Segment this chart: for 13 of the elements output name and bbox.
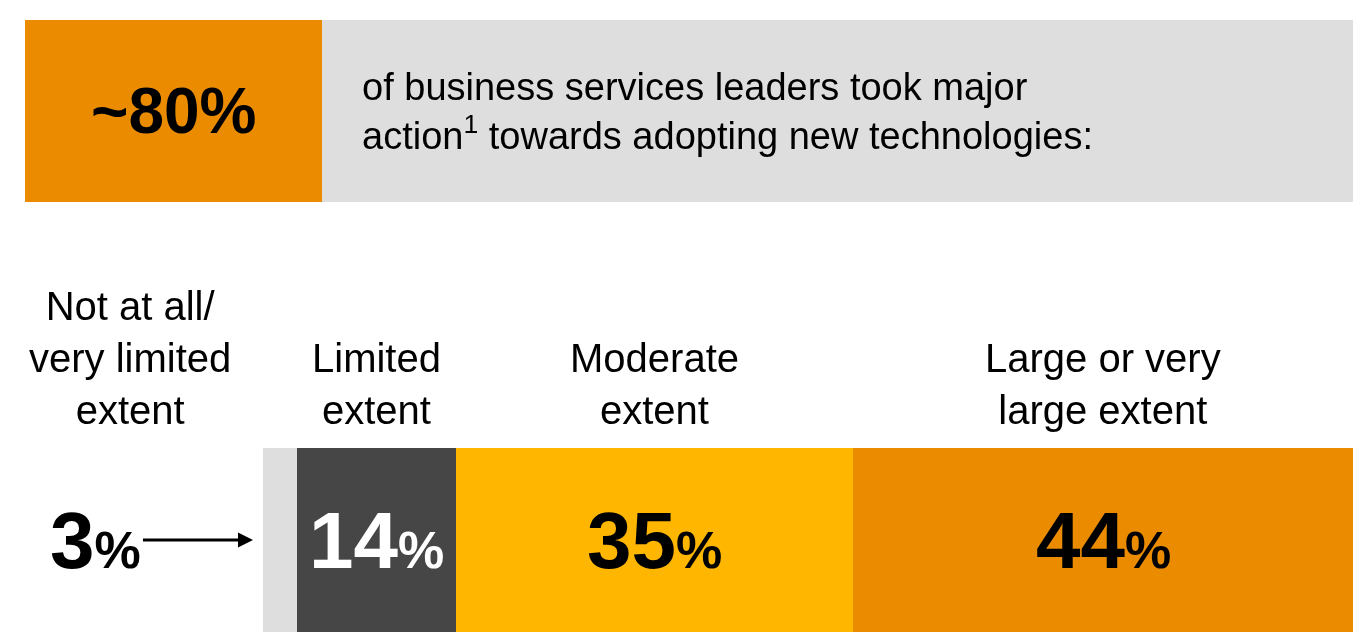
data-label: 14% <box>309 496 445 585</box>
bar <box>456 448 853 632</box>
data-label: 3% <box>50 496 141 585</box>
series-label: Moderate extent <box>570 336 739 432</box>
data-label: 44% <box>1036 496 1172 585</box>
chart-subtitle: of business services leaders took major action$^{1}$ towards adopting new technologies: <box>362 66 1093 158</box>
series-label: Limited extent <box>312 336 441 432</box>
series-label: Large or very large extent <box>985 336 1221 432</box>
chart-title: ~80% <box>91 75 257 147</box>
series-label: Not at all/ very limited extent <box>29 284 232 432</box>
data-label: 35% <box>587 496 723 585</box>
bar <box>263 448 297 632</box>
bar <box>853 448 1353 632</box>
